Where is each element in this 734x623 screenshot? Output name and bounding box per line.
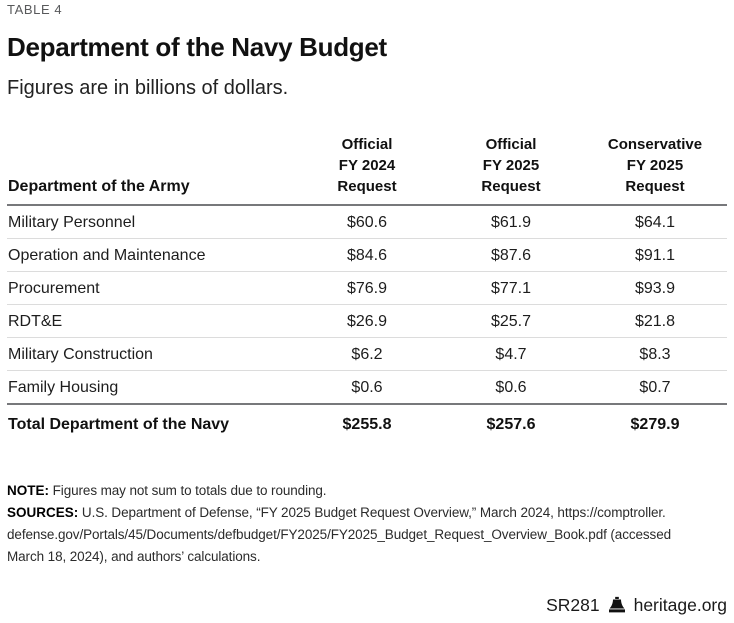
- table-row: Military Personnel $60.6 $61.9 $64.1: [7, 205, 727, 239]
- note-text: Figures may not sum to totals due to rou…: [52, 483, 327, 498]
- total-cell-value: $279.9: [630, 416, 680, 433]
- row-header-label: Department of the Army: [7, 134, 295, 206]
- table-row: Procurement $76.9 $77.1 $93.9: [7, 271, 727, 305]
- table-row: RDT&E $26.9 $25.7 $21.8: [7, 304, 727, 338]
- row-label: Operation and Maintenance: [7, 238, 295, 272]
- column-header-line: Conservative: [607, 136, 703, 153]
- total-row-label: Total Department of the Navy: [8, 416, 230, 433]
- cell-value: $0.7: [583, 370, 727, 405]
- site-name: heritage.org: [633, 595, 727, 615]
- row-label: RDT&E: [7, 304, 295, 338]
- table-row: Military Construction $6.2 $4.7 $8.3: [7, 337, 727, 371]
- column-header-line: Official: [485, 136, 537, 153]
- column-header-conservative-fy2025: Conservative FY 2025 Request: [583, 134, 727, 206]
- row-label: Family Housing: [7, 370, 295, 405]
- total-row: Total Department of the Navy $255.8 $257…: [7, 404, 727, 444]
- column-header-line: Request: [625, 178, 685, 195]
- row-label: Military Construction: [7, 337, 295, 371]
- column-header-line: FY 2025: [482, 157, 540, 174]
- page-subtitle: Figures are in billions of dollars.: [7, 77, 289, 99]
- column-header-line: Request: [481, 178, 541, 195]
- report-id: SR281: [546, 595, 600, 615]
- cell-value: $4.7: [439, 337, 583, 371]
- cell-value: $77.1: [439, 271, 583, 305]
- cell-value: $61.9: [439, 205, 583, 239]
- table-row: Family Housing $0.6 $0.6 $0.7: [7, 370, 727, 405]
- table-row: Operation and Maintenance $84.6 $87.6 $9…: [7, 238, 727, 272]
- cell-value: $60.6: [295, 205, 439, 239]
- cell-value: $21.8: [583, 304, 727, 338]
- notes-block: NOTE: Figures may not sum to totals due …: [7, 480, 727, 568]
- column-header-fy2025: Official FY 2025 Request: [439, 134, 583, 206]
- note-label: NOTE:: [7, 483, 49, 498]
- total-cell-value: $255.8: [342, 416, 392, 433]
- page-title: Department of the Navy Budget: [7, 32, 387, 62]
- column-header-line: FY 2024: [338, 157, 396, 174]
- cell-value: $76.9: [295, 271, 439, 305]
- page-footer: SR281 heritage.org: [546, 595, 727, 616]
- cell-value: $91.1: [583, 238, 727, 272]
- cell-value: $0.6: [295, 370, 439, 405]
- sources-line-3: March 18, 2024), and authors’ calculatio…: [7, 549, 261, 564]
- header-row: Department of the Army Official FY 2024 …: [7, 134, 727, 206]
- column-header-line: Request: [337, 178, 397, 195]
- liberty-bell-icon: [607, 596, 627, 615]
- cell-value: $93.9: [583, 271, 727, 305]
- cell-value: $64.1: [583, 205, 727, 239]
- cell-value: $87.6: [439, 238, 583, 272]
- sources-line-2: defense.gov/Portals/45/Documents/defbudg…: [7, 527, 672, 542]
- column-header-fy2024: Official FY 2024 Request: [295, 134, 439, 206]
- row-label: Military Personnel: [7, 205, 295, 239]
- table-number-label: TABLE 4: [7, 2, 63, 17]
- sources-line-1: SOURCES: U.S. Department of Defense, “FY…: [7, 502, 727, 524]
- row-label: Procurement: [7, 271, 295, 305]
- column-header-line: Official: [341, 136, 393, 153]
- total-cell-value: $257.6: [486, 416, 536, 433]
- cell-value: $6.2: [295, 337, 439, 371]
- cell-value: $8.3: [583, 337, 727, 371]
- note-line: NOTE: Figures may not sum to totals due …: [7, 480, 727, 502]
- sources-text: U.S. Department of Defense, “FY 2025 Bud…: [81, 505, 666, 520]
- cell-value: $26.9: [295, 304, 439, 338]
- cell-value: $0.6: [439, 370, 583, 405]
- column-header-line: FY 2025: [626, 157, 684, 174]
- cell-value: $84.6: [295, 238, 439, 272]
- sources-label: SOURCES:: [7, 505, 79, 520]
- budget-table: Department of the Army Official FY 2024 …: [7, 134, 727, 444]
- cell-value: $25.7: [439, 304, 583, 338]
